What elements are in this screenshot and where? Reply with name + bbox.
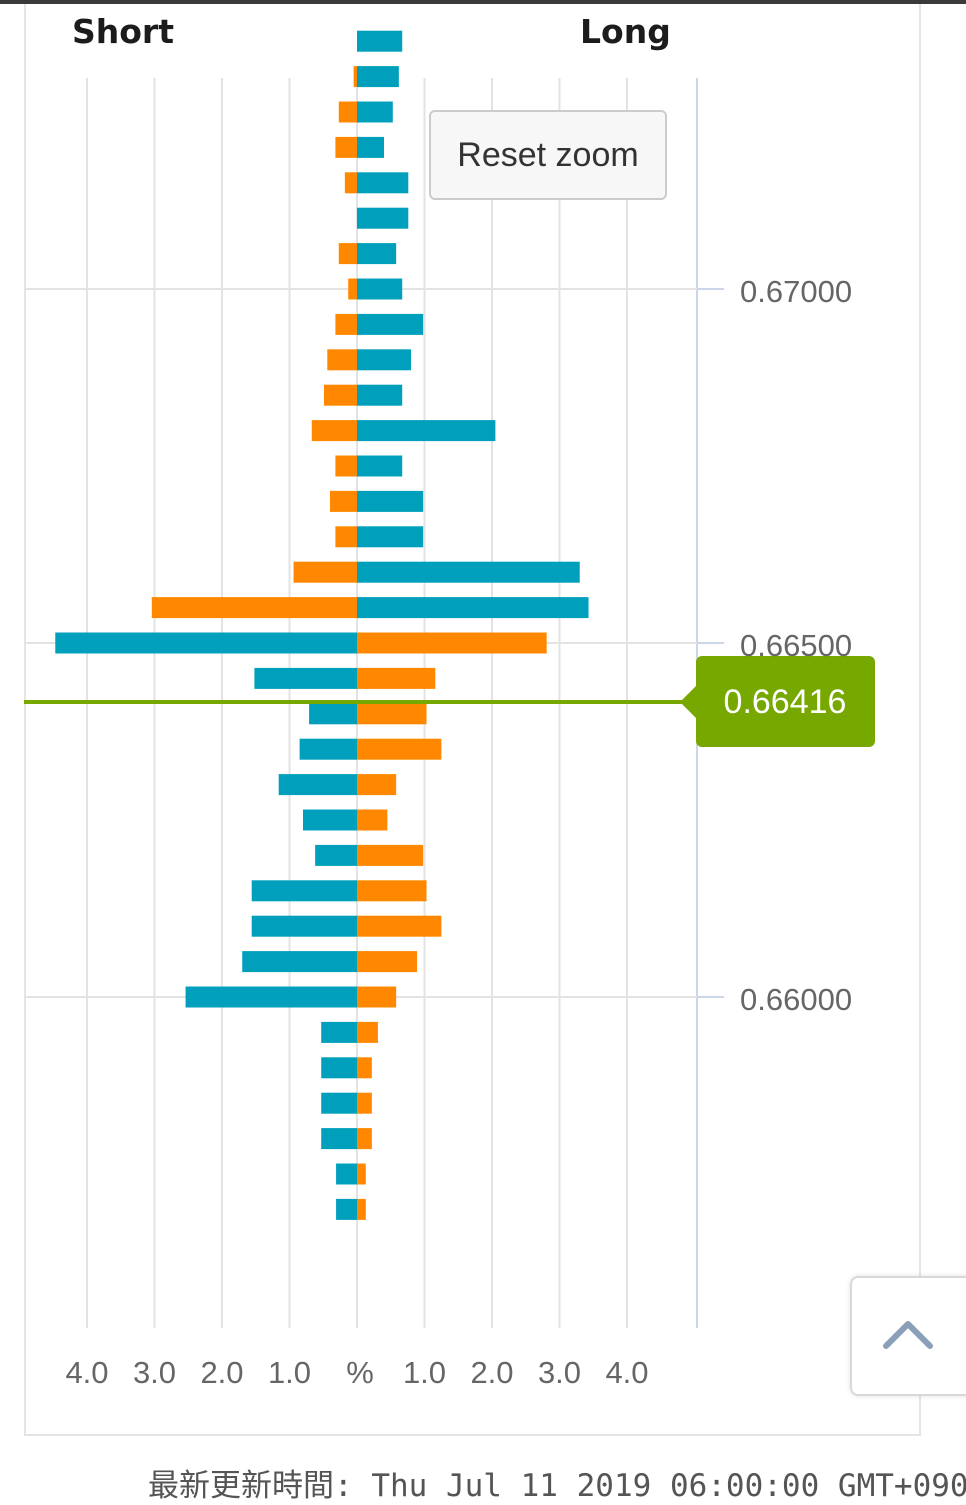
long-bar: [357, 384, 403, 406]
long-bar: [357, 243, 397, 265]
long-bar: [357, 844, 424, 866]
scroll-to-top-button[interactable]: [850, 1276, 966, 1396]
long-bar: [357, 66, 399, 88]
short-label: Short: [72, 12, 174, 51]
short-bar: [151, 597, 357, 619]
long-bar: [357, 597, 589, 619]
short-bar: [321, 1057, 357, 1079]
long-bar: [357, 349, 411, 371]
top-border: [0, 0, 966, 4]
short-bar: [327, 349, 357, 371]
long-bar: [357, 136, 384, 158]
current-price-label: 0.66416: [724, 683, 847, 721]
long-bar: [357, 1128, 372, 1150]
short-bar: [353, 66, 357, 88]
x-tick-label: 3.0: [133, 1355, 176, 1390]
short-bar: [338, 243, 357, 265]
x-tick-label: 1.0: [403, 1355, 446, 1390]
last-updated-text: 最新更新時間: Thu Jul 11 2019 06:00:00 GMT+090…: [148, 1468, 966, 1504]
long-bar: [357, 703, 427, 725]
long-bar: [357, 207, 409, 229]
current-price-badge: [696, 656, 875, 747]
short-bar: [254, 667, 357, 689]
short-bar: [55, 632, 358, 654]
chevron-up-icon: [883, 1321, 933, 1349]
long-bar: [357, 915, 442, 937]
short-bar: [321, 1128, 357, 1150]
long-bar: [357, 1163, 366, 1185]
current-price-indicator: 0.66416: [24, 656, 875, 747]
y-axis-labels: 0.67000 0.66500 0.66000: [740, 274, 852, 1017]
x-tick-label: 4.0: [605, 1355, 648, 1390]
short-bar: [323, 384, 357, 406]
long-bar: [357, 455, 403, 477]
long-label: Long: [580, 12, 671, 51]
x-tick-label: 1.0: [268, 1355, 311, 1390]
short-bar: [293, 561, 357, 583]
short-bar: [344, 172, 357, 194]
short-bar: [185, 986, 357, 1008]
long-bar: [357, 490, 424, 512]
short-bar: [315, 844, 357, 866]
long-bar: [357, 774, 397, 796]
bars: [55, 30, 589, 1220]
long-bar: [357, 632, 547, 654]
short-bar: [242, 951, 357, 973]
x-tick-label: 2.0: [470, 1355, 513, 1390]
short-bar: [335, 136, 357, 158]
short-bar: [330, 490, 357, 512]
position-ratio-chart: 0.66416 4.0 3.0 2.0 1.0% 1.0 2.0 3.0 4.0 0.6700…: [24, 30, 875, 1390]
long-bar: [357, 101, 393, 123]
chart-card: [24, 4, 921, 1436]
reset-zoom-button[interactable]: Reset zoom: [429, 110, 667, 200]
short-bar: [335, 455, 357, 477]
long-bar: [357, 1092, 372, 1114]
long-bar: [357, 561, 580, 583]
long-bar: [357, 951, 418, 973]
price-tick-label: 0.66000: [740, 982, 852, 1017]
long-bar: [357, 313, 424, 335]
short-bar: [251, 880, 357, 902]
short-bar: [303, 809, 357, 831]
short-bar: [299, 738, 357, 760]
long-bar: [357, 30, 403, 52]
short-bar: [309, 703, 357, 725]
long-bar: [357, 809, 388, 831]
x-tick-label: 2.0: [200, 1355, 243, 1390]
short-bar: [338, 101, 357, 123]
short-bar: [335, 313, 357, 335]
long-bar: [357, 1021, 378, 1043]
long-bar: [357, 880, 427, 902]
x-axis-labels: 4.0 3.0 2.0 1.0% 1.0 2.0 3.0 4.0: [65, 1355, 648, 1390]
long-bar: [357, 526, 424, 548]
short-bar: [336, 1163, 357, 1185]
short-bar: [321, 1021, 357, 1043]
x-tick-label: 4.0: [65, 1355, 108, 1390]
long-bar: [357, 738, 442, 760]
long-bar: [357, 1057, 372, 1079]
long-bar: [357, 1198, 366, 1220]
long-bar: [357, 986, 397, 1008]
long-bar: [357, 172, 409, 194]
current-price-pointer: [680, 684, 698, 720]
price-tick-label: 0.67000: [740, 274, 852, 309]
short-bar: [311, 420, 357, 442]
x-tick-label: 3.0: [538, 1355, 581, 1390]
short-bar: [348, 278, 357, 300]
short-bar: [251, 915, 357, 937]
short-bar: [278, 774, 357, 796]
long-bar: [357, 420, 496, 442]
short-bar: [336, 1198, 357, 1220]
long-bar: [357, 667, 436, 689]
x-center-label: %: [346, 1355, 374, 1390]
price-tick-label: 0.66500: [740, 628, 852, 663]
long-bar: [357, 278, 403, 300]
short-bar: [321, 1092, 357, 1114]
short-bar: [335, 526, 357, 548]
